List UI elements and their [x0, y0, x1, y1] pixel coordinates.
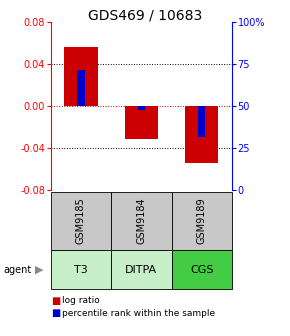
- Text: ▶: ▶: [35, 265, 44, 275]
- Text: agent: agent: [3, 265, 31, 275]
- Text: GSM9184: GSM9184: [136, 198, 146, 244]
- Text: GDS469 / 10683: GDS469 / 10683: [88, 8, 202, 23]
- Bar: [185, 106, 218, 163]
- Text: CGS: CGS: [190, 265, 213, 275]
- Text: T3: T3: [74, 265, 88, 275]
- Bar: [125, 106, 158, 139]
- Bar: [138, 106, 145, 110]
- Text: DITPA: DITPA: [125, 265, 157, 275]
- Text: ■: ■: [51, 308, 60, 318]
- Bar: [77, 70, 85, 106]
- Text: GSM9185: GSM9185: [76, 198, 86, 244]
- Text: ■: ■: [51, 296, 60, 306]
- Bar: [64, 47, 97, 106]
- Bar: [198, 106, 205, 137]
- Text: GSM9189: GSM9189: [197, 198, 207, 244]
- Text: log ratio: log ratio: [62, 296, 100, 305]
- Text: percentile rank within the sample: percentile rank within the sample: [62, 309, 215, 318]
